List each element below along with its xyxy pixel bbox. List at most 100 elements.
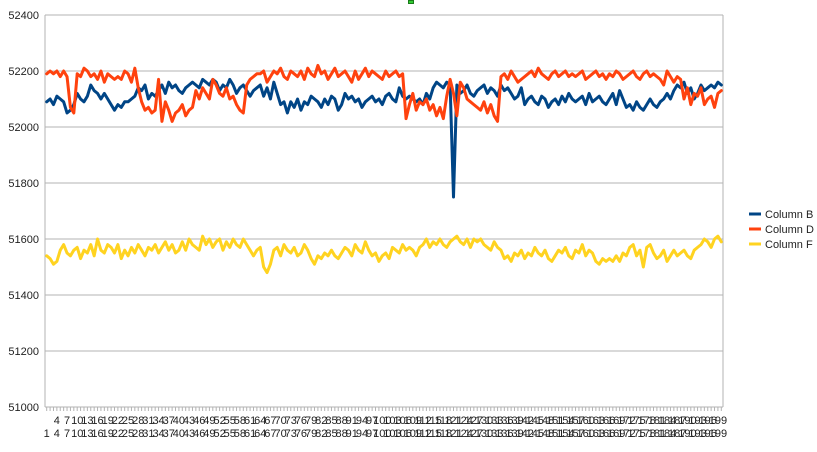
y-tick-label: 52000 [8,122,39,134]
x-tick-label: 28 [132,428,144,440]
x-tick-label: 109 [404,415,422,427]
x-tick-label: 64 [254,415,266,427]
legend-label: Column D [765,224,814,236]
x-tick-label: 163 [587,415,605,427]
x-tick-label: 46 [193,428,205,440]
x-tick-label: 4 [54,415,60,427]
x-tick-label: 70 [274,428,286,440]
x-tick-label: 40 [173,428,185,440]
series-lines [45,63,723,275]
x-tick-label: 199 [709,415,727,427]
x-tick-label: 13 [81,415,93,427]
legend-label: Column F [765,239,813,251]
x-tick-label: 151 [546,415,564,427]
x-tick-label: 55 [224,415,236,427]
x-tick-label: 106 [393,415,411,427]
x-tick-label: 43 [183,415,195,427]
x-tick-label: 115 [424,428,442,440]
x-tick-label: 151 [546,428,564,440]
x-tick-label: 94 [356,428,368,440]
x-tick-label: 25 [122,415,134,427]
x-tick-label: 115 [424,415,442,427]
x-tick-label: 76 [295,428,307,440]
y-tick-label: 51200 [8,346,39,358]
x-tick-label: 145 [526,428,544,440]
x-tick-label: 67 [264,415,276,427]
x-tick-label: 121 [444,428,462,440]
x-tick-label: 160 [577,428,595,440]
x-tick-label: 166 [597,415,615,427]
x-tick-label: 172 [617,428,635,440]
x-tick-label: 187 [668,428,686,440]
x-tick-label: 142 [516,415,534,427]
y-tick-label: 52400 [8,10,39,22]
x-tick-label: 100 [373,415,391,427]
x-tick-label: 136 [495,428,513,440]
x-tick-label: 118 [435,415,453,427]
x-tick-label: 112 [414,428,432,440]
x-tick-label: 136 [495,415,513,427]
x-tick-label: 73 [285,428,297,440]
x-tick-label: 169 [607,428,625,440]
x-tick-label: 196 [699,428,717,440]
x-tick-label: 7 [64,415,70,427]
selection-handle[interactable] [408,0,414,4]
x-tick-label: 4 [54,428,60,440]
series-line-column-b [45,77,723,199]
x-tick-label: 49 [203,428,215,440]
x-tick-label: 79 [305,415,317,427]
y-tick-label: 51000 [8,402,39,414]
x-tick-label: 196 [699,415,717,427]
x-tick-label: 67 [264,428,276,440]
x-tick-label: 52 [213,415,225,427]
x-tick-label: 148 [536,428,554,440]
x-tick-label: 88 [336,415,348,427]
x-tick-label: 139 [505,415,523,427]
x-tick-label: 157 [566,428,584,440]
x-tick-label: 130 [475,415,493,427]
legend: Column B Column D Column F [749,209,814,251]
x-tick-label: 58 [234,428,246,440]
legend-label: Column B [765,209,813,221]
x-tick-label: 133 [485,415,503,427]
x-tick-label: 34 [152,428,164,440]
x-tick-label: 13 [81,428,93,440]
series-line-column-d [45,63,723,123]
x-tick-label: 154 [556,415,574,427]
x-tick-label: 76 [295,415,307,427]
x-tick-label: 148 [536,415,554,427]
x-tick-label: 184 [658,428,676,440]
x-tick-label: 154 [556,428,574,440]
x-tick-label: 31 [142,428,154,440]
x-tick-label: 70 [274,415,286,427]
x-tick-label: 19 [102,428,114,440]
x-tick-label: 118 [435,428,453,440]
x-tick-label: 64 [254,428,266,440]
x-tick-label: 178 [638,415,656,427]
x-tick-label: 43 [183,428,195,440]
x-tick-label: 142 [516,428,534,440]
x-tick-label: 79 [305,428,317,440]
x-tick-label: 181 [648,415,666,427]
x-tick-label: 175 [627,415,645,427]
x-tick-label: 31 [142,415,154,427]
x-tick-label: 10 [71,428,83,440]
x-tick-label: 1 [44,428,50,440]
x-tick-label: 100 [373,428,391,440]
y-tick-label: 51800 [8,178,39,190]
x-tick-label: 166 [597,428,615,440]
x-tick-label: 49 [203,415,215,427]
series-line-column-f [45,234,723,275]
x-tick-label: 133 [485,428,503,440]
x-tick-label: 88 [336,428,348,440]
x-tick-label: 58 [234,415,246,427]
x-tick-label: 190 [678,428,696,440]
x-tick-label: 145 [526,415,544,427]
x-tick-label: 157 [566,415,584,427]
x-tick-label: 127 [465,415,483,427]
x-tick-label: 22 [112,428,124,440]
x-tick-label: 181 [648,428,666,440]
x-tick-label: 187 [668,415,686,427]
x-tick-label: 109 [404,428,422,440]
